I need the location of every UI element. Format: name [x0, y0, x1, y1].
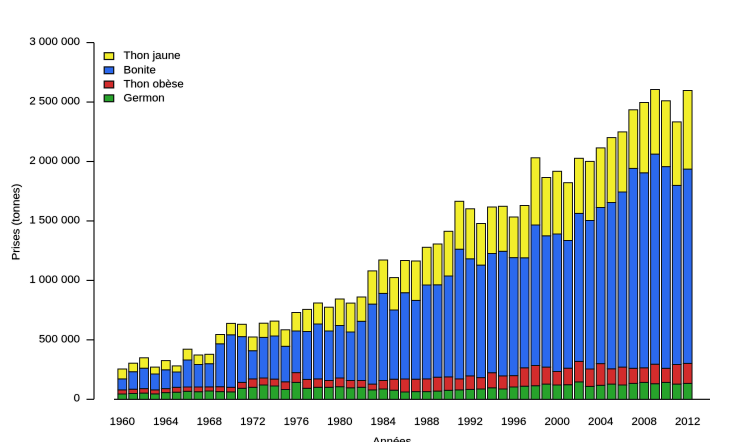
- svg-text:1988: 1988: [414, 416, 439, 428]
- svg-text:1972: 1972: [240, 416, 265, 428]
- svg-text:1996: 1996: [501, 416, 526, 428]
- svg-text:1992: 1992: [458, 416, 483, 428]
- svg-text:1 000 000: 1 000 000: [29, 274, 80, 286]
- svg-text:Prises (tonnes): Prises (tonnes): [11, 184, 23, 261]
- svg-text:500 000: 500 000: [39, 333, 80, 345]
- svg-text:Bonite: Bonite: [124, 64, 156, 76]
- svg-text:3 000 000: 3 000 000: [29, 36, 80, 48]
- svg-text:2008: 2008: [631, 416, 656, 428]
- svg-text:1964: 1964: [153, 416, 178, 428]
- svg-text:1980: 1980: [327, 416, 352, 428]
- svg-text:2012: 2012: [675, 416, 700, 428]
- svg-text:Germon: Germon: [124, 92, 165, 104]
- svg-text:Thon jaune: Thon jaune: [124, 50, 181, 62]
- svg-text:1 500 000: 1 500 000: [29, 214, 80, 226]
- svg-text:1968: 1968: [197, 416, 222, 428]
- svg-text:2 000 000: 2 000 000: [29, 155, 80, 167]
- svg-text:1984: 1984: [371, 416, 396, 428]
- svg-text:2004: 2004: [588, 416, 613, 428]
- svg-text:1960: 1960: [110, 416, 135, 428]
- svg-text:1976: 1976: [284, 416, 309, 428]
- svg-text:0: 0: [74, 393, 80, 405]
- svg-text:2 500 000: 2 500 000: [29, 95, 80, 107]
- svg-text:Années: Années: [373, 436, 412, 442]
- svg-text:2000: 2000: [545, 416, 570, 428]
- svg-text:Thon obèse: Thon obèse: [124, 79, 184, 91]
